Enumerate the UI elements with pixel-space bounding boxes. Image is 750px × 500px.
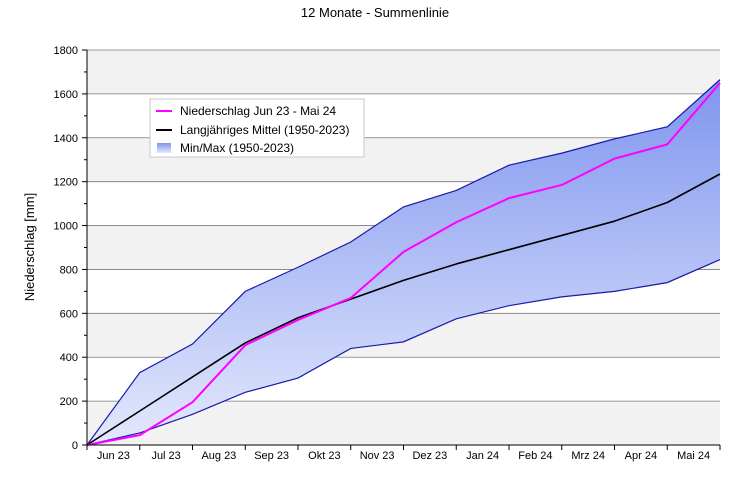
legend-label: Langjähriges Mittel (1950-2023) bbox=[180, 123, 349, 137]
y-tick-label: 1600 bbox=[54, 89, 78, 101]
x-tick-label: Aug 23 bbox=[201, 450, 236, 462]
legend: Niederschlag Jun 23 - Mai 24 Langjähriges… bbox=[149, 98, 365, 158]
minmax-band-area bbox=[87, 79, 720, 445]
plot-stripe bbox=[87, 50, 720, 94]
x-tick-label: Mai 24 bbox=[677, 450, 710, 462]
x-tick-label: Jun 23 bbox=[97, 450, 130, 462]
y-tick-label: 1800 bbox=[54, 45, 78, 57]
minmax-band bbox=[86, 79, 721, 446]
axes: 0 200 400 600 800 1000 1200 1400 1600 1800 Jun 23 J… bbox=[54, 45, 721, 462]
x-tick-label: Apr 24 bbox=[625, 450, 657, 462]
max-line bbox=[86, 79, 721, 446]
chart-title: 12 Monate - Summenlinie bbox=[301, 5, 449, 20]
legend-box bbox=[149, 98, 365, 158]
x-tick-label: Mrz 24 bbox=[571, 450, 605, 462]
x-tick-label: Nov 23 bbox=[360, 450, 395, 462]
y-tick-label: 1200 bbox=[54, 177, 78, 189]
y-tick-label: 600 bbox=[60, 308, 78, 320]
legend-swatch-minmax bbox=[157, 143, 171, 153]
y-tick-label: 400 bbox=[60, 352, 78, 364]
x-tick-label: Feb 24 bbox=[518, 450, 552, 462]
y-tick-label: 0 bbox=[72, 440, 78, 452]
y-tick-label: 1000 bbox=[54, 221, 78, 233]
x-tick-label: Jan 24 bbox=[466, 450, 499, 462]
y-tick-label: 200 bbox=[60, 396, 78, 408]
x-tick-label: Dez 23 bbox=[412, 450, 447, 462]
y-tick-label: 800 bbox=[60, 264, 78, 276]
y-axis-label: Niederschlag [mm] bbox=[22, 193, 37, 301]
precipitation-line bbox=[86, 82, 721, 446]
y-tick-label: 1400 bbox=[54, 133, 78, 145]
x-tick-label: Sep 23 bbox=[254, 450, 289, 462]
legend-label: Niederschlag Jun 23 - Mai 24 bbox=[180, 104, 336, 118]
min-line bbox=[86, 259, 721, 446]
mean-line bbox=[86, 173, 721, 446]
legend-label: Min/Max (1950-2023) bbox=[180, 141, 294, 155]
x-tick-label: Okt 23 bbox=[308, 450, 340, 462]
x-tick-label: Jul 23 bbox=[151, 450, 180, 462]
series-lines bbox=[86, 82, 721, 446]
